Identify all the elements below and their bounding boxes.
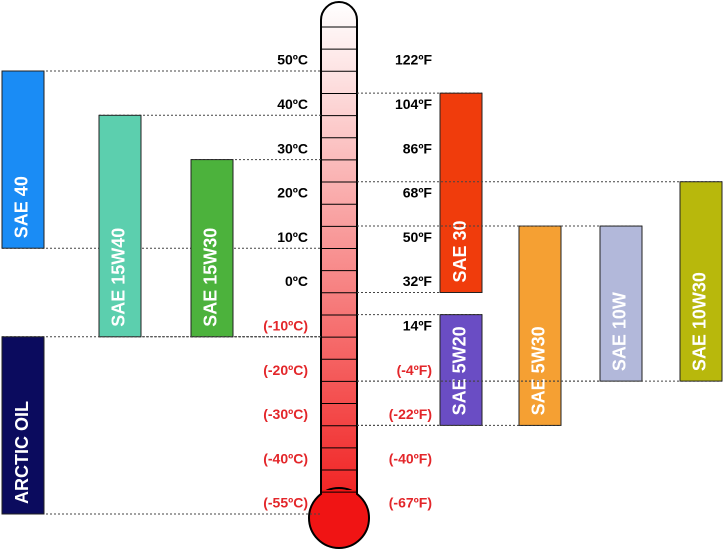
y2-tick-label: (-22ºF) xyxy=(389,406,432,422)
bar-label: ARCTIC OIL xyxy=(12,401,32,504)
bar-label: SAE 15W30 xyxy=(201,228,221,327)
y2-tick-label: (-67ºF) xyxy=(389,495,432,511)
y-tick-label: 40ºC xyxy=(277,96,308,112)
range-bar xyxy=(439,314,483,426)
y-tick-label: (-20ºC) xyxy=(263,362,308,378)
y2-tick-label: 50ºF xyxy=(403,229,433,245)
y2-tick-label: 104ºF xyxy=(395,96,432,112)
range-bar xyxy=(190,159,234,338)
y-tick-label: 30ºC xyxy=(277,140,308,156)
thermometer-tube xyxy=(320,1,358,523)
y-tick-label: (-10ºC) xyxy=(263,318,308,334)
range-bar xyxy=(98,114,142,338)
range-bar xyxy=(1,336,45,515)
bar-label: SAE 5W30 xyxy=(529,326,549,415)
range-bar xyxy=(679,181,723,382)
y2-tick-label: 68ºF xyxy=(403,185,433,201)
range-bar xyxy=(439,92,483,294)
bar-label: SAE 15W40 xyxy=(109,228,129,327)
y2-tick-label: 32ºF xyxy=(403,273,433,289)
thermometer-divisions xyxy=(322,26,356,493)
range-bar xyxy=(599,225,643,382)
y-tick-label: 0ºC xyxy=(285,273,308,289)
y-tick-label: 10ºC xyxy=(277,229,308,245)
y-tick-label: 50ºC xyxy=(277,52,308,68)
y-tick-label: (-30ºC) xyxy=(263,406,308,422)
y2-tick-label: 86ºF xyxy=(403,140,433,156)
range-bar xyxy=(1,70,45,249)
y2-tick-label: (-4ºF) xyxy=(397,362,432,378)
bar-label: SAE 40 xyxy=(12,176,32,238)
bar-label: SAE 30 xyxy=(450,220,470,282)
y-tick-label: 20ºC xyxy=(277,185,308,201)
thermometer xyxy=(308,1,370,549)
thermometer-neck xyxy=(322,490,356,510)
range-bar xyxy=(518,225,562,426)
y2-tick-label: 122ºF xyxy=(395,52,432,68)
y2-tick-label: (-40ºF) xyxy=(389,450,432,466)
bar-label: SAE 10W xyxy=(610,292,630,371)
y-tick-label: (-40ºC) xyxy=(263,450,308,466)
y2-tick-label: 14ºF xyxy=(403,318,433,334)
bar-label: SAE 5W20 xyxy=(450,326,470,415)
bar-label: SAE 10W30 xyxy=(690,272,710,371)
y-tick-label: (-55ºC) xyxy=(263,495,308,511)
